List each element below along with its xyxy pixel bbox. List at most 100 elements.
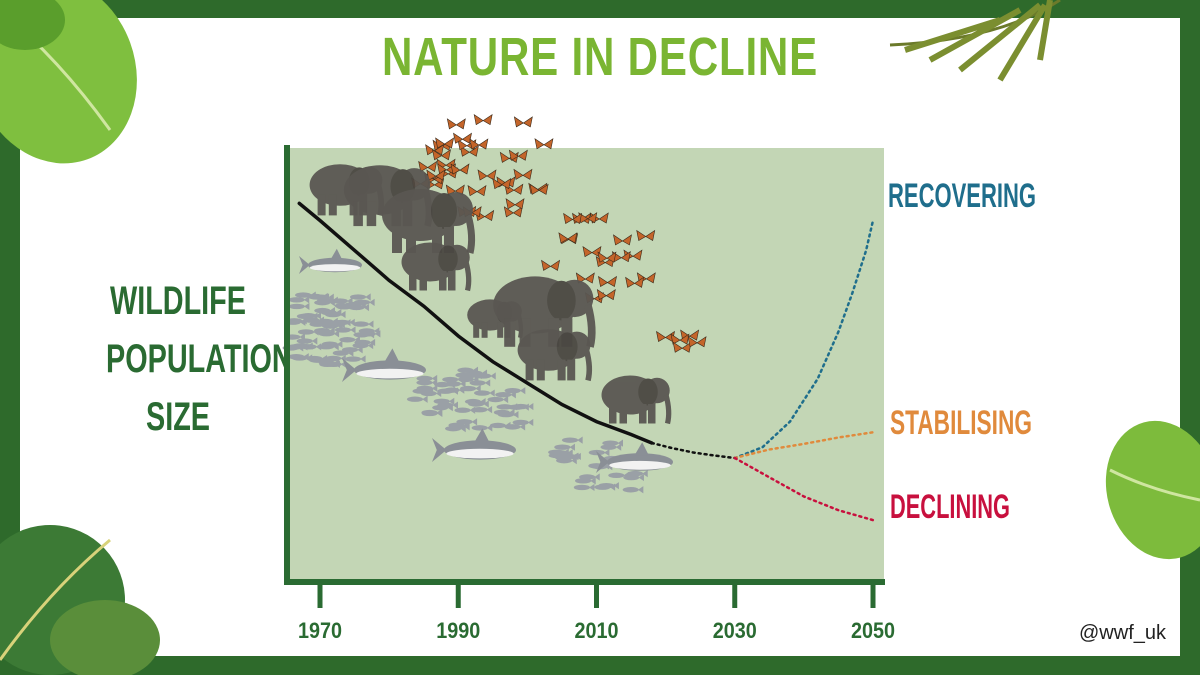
butterfly-icon xyxy=(469,138,489,150)
series-line-projected-trend xyxy=(650,441,737,460)
y-axis-label-line-3: SIZE xyxy=(145,395,211,439)
butterfly-icon xyxy=(672,341,692,353)
butterfly-icon xyxy=(473,113,493,126)
fish-icon xyxy=(622,486,644,494)
series-line-declining xyxy=(733,456,875,522)
butterfly-icon xyxy=(534,138,554,150)
fish-icon xyxy=(288,302,310,311)
fish-icon xyxy=(471,406,493,414)
fish-icon xyxy=(445,425,466,433)
butterfly-icon xyxy=(596,289,616,301)
fish-icon xyxy=(344,355,366,363)
fish-icon xyxy=(348,303,370,312)
butterfly-icon xyxy=(467,185,487,197)
fish-icon xyxy=(416,374,438,383)
x-tick-label: 2030 xyxy=(713,618,757,643)
butterfly-icon xyxy=(598,275,617,288)
label-recovering: RECOVERING xyxy=(888,177,1036,215)
page-title: NATURE IN DECLINE xyxy=(381,27,819,87)
fish-school-illustration xyxy=(282,248,673,494)
butterfly-icon xyxy=(504,183,524,195)
butterfly-icon xyxy=(508,149,528,161)
fish-icon xyxy=(416,384,438,392)
butterfly-icon xyxy=(426,169,446,181)
butterfly-icon xyxy=(446,118,466,130)
fish-icon xyxy=(319,360,340,368)
fish-icon xyxy=(512,418,534,427)
fish-icon xyxy=(306,354,328,363)
butterfly-icon xyxy=(636,229,656,241)
fish-icon xyxy=(454,406,476,414)
series-line-historic-trend xyxy=(297,201,654,445)
fish-icon xyxy=(353,331,375,339)
label-stabilising: STABILISING xyxy=(890,404,1032,442)
butterfly-icon xyxy=(563,212,583,224)
x-axis-ticks: 1970 1990 2010 2030 2050 xyxy=(298,582,895,643)
butterfly-icon xyxy=(582,246,602,258)
fish-icon xyxy=(296,337,318,345)
fish-icon xyxy=(433,397,455,405)
x-tick-label: 1970 xyxy=(298,618,342,643)
fish-icon xyxy=(627,469,648,478)
fish-icon xyxy=(573,483,595,492)
butterfly-icon xyxy=(613,234,632,246)
fish-icon xyxy=(321,340,343,348)
shark-icon xyxy=(432,428,516,462)
fish-icon xyxy=(353,298,375,306)
twitter-handle: @wwf_uk xyxy=(1079,622,1166,644)
fish-icon xyxy=(292,342,313,350)
fish-icon xyxy=(324,310,346,319)
series-line-recovering xyxy=(733,219,875,460)
butterfly-icon xyxy=(505,198,525,210)
butterfly-icon xyxy=(503,206,523,218)
shark-icon xyxy=(342,348,426,382)
butterfly-icon xyxy=(513,168,533,180)
fish-icon xyxy=(504,387,526,395)
elephant-icon xyxy=(382,189,476,254)
butterfly-icon xyxy=(453,132,472,144)
fish-icon xyxy=(464,398,486,406)
fish-icon xyxy=(457,366,479,374)
shark-icon xyxy=(596,442,673,473)
fish-icon xyxy=(288,296,310,304)
butterfly-icon xyxy=(513,116,533,128)
fish-icon xyxy=(600,443,622,451)
fish-icon xyxy=(474,389,495,397)
fish-icon xyxy=(456,418,478,426)
label-declining: DECLINING xyxy=(890,488,1010,526)
butterfly-icon xyxy=(529,183,549,195)
elephants-illustration xyxy=(309,164,672,425)
fish-icon xyxy=(489,421,511,430)
fish-icon xyxy=(602,439,623,447)
butterfly-icon xyxy=(492,177,512,190)
y-axis-label-line-1: WILDLIFE xyxy=(110,279,246,323)
butterfly-icon xyxy=(541,259,560,271)
butterfly-icon xyxy=(435,137,455,149)
butterfly-icon xyxy=(450,163,470,175)
elephant-icon xyxy=(601,375,672,425)
elephant-icon xyxy=(401,242,472,292)
fish-icon xyxy=(460,384,481,393)
fish-icon xyxy=(349,293,371,301)
butterfly-icon xyxy=(670,333,690,345)
butterfly-icon xyxy=(477,169,497,181)
fish-icon xyxy=(421,408,443,417)
leaf-bottom-left-icon xyxy=(0,525,160,675)
series-line-stabilising xyxy=(733,431,875,460)
fish-icon xyxy=(406,395,428,403)
butterfly-icon xyxy=(558,232,578,244)
fish-icon xyxy=(313,293,334,301)
fish-icon xyxy=(318,330,340,338)
shark-icon xyxy=(299,248,362,274)
fish-icon xyxy=(469,379,491,387)
leaf-right-icon xyxy=(1105,420,1200,560)
fish-icon xyxy=(556,457,577,465)
butterfly-icon xyxy=(425,144,445,156)
leaf-top-right-icon xyxy=(889,0,1061,82)
leaf-top-left-icon xyxy=(0,0,137,164)
butterfly-icon xyxy=(432,149,451,161)
fish-icon xyxy=(561,436,583,444)
butterfly-icon xyxy=(575,272,595,284)
fish-icon xyxy=(496,403,518,411)
